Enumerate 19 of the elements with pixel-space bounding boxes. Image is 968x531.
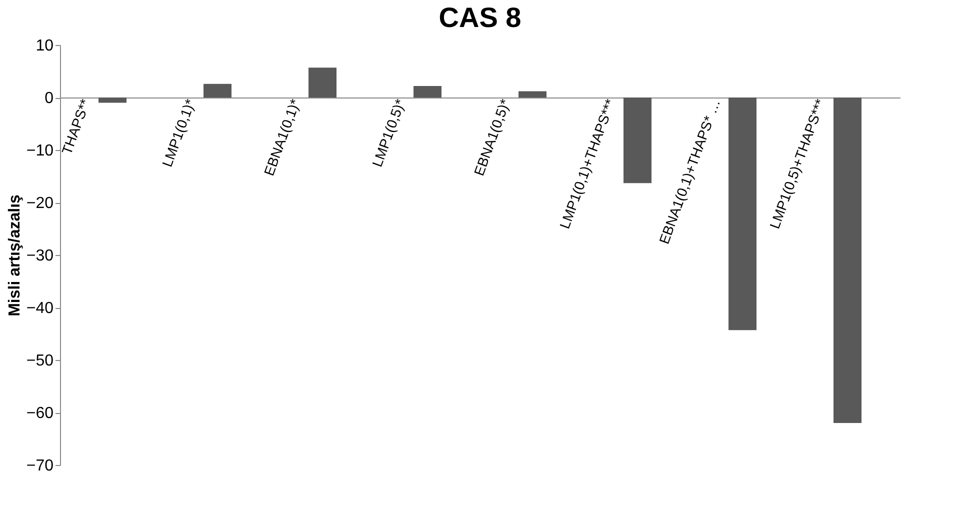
y-tick-label: −10 [26,142,54,160]
bar [98,98,126,103]
bar [308,68,336,98]
bar [624,98,652,184]
bar [204,84,232,98]
bar [518,91,546,98]
y-tick-label: −30 [26,248,54,264]
chart-title: CAS 8 [438,2,522,33]
y-axis-title: Misli artış/azalış [6,194,24,316]
y-tick-label: −40 [26,300,54,317]
y-tick-label: −50 [26,352,54,370]
y-tick-label: −60 [26,405,54,422]
y-tick-label: 10 [36,38,54,54]
bar [728,98,756,330]
bar [834,98,862,423]
y-tick-label: 0 [44,90,54,107]
y-tick-label: −70 [26,458,54,474]
y-tick-label: −20 [26,195,54,212]
bar [414,86,442,98]
